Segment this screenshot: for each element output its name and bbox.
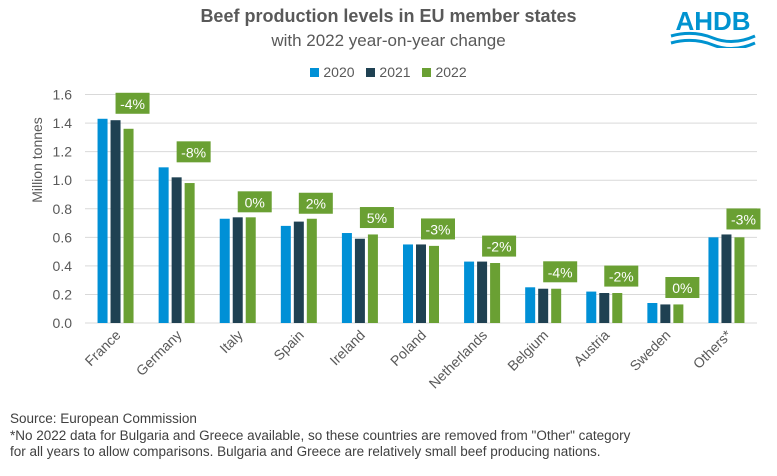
y-tick-label: 0.4 — [53, 258, 73, 274]
logo-text: AHDB — [675, 6, 750, 36]
bar-2021-sweden — [660, 304, 671, 323]
x-tick-label: Sweden — [626, 327, 673, 374]
bar-2021-austria — [599, 293, 610, 323]
bar-2020-france — [97, 118, 108, 323]
chart-title: Beef production levels in EU member stat… — [200, 6, 577, 26]
data-label-box — [359, 207, 394, 229]
y-tick-label: 0.0 — [53, 315, 73, 331]
legend-swatch — [422, 68, 432, 77]
bar-2020-sweden — [647, 303, 658, 323]
footnote-line-1: *No 2022 data for Bulgaria and Greece av… — [10, 427, 631, 443]
data-label: -3% — [426, 221, 451, 237]
bar-2020-poland — [403, 244, 413, 323]
footnote-line-2: for all years to allow comparisons. Bulg… — [10, 444, 601, 459]
chart-subtitle: with 2022 year-on-year change — [271, 31, 506, 50]
legend: 2020 2021 2022 — [0, 64, 777, 80]
bar-2020-ireland — [341, 233, 352, 323]
bar-2022-netherlands — [490, 263, 501, 323]
x-tick-label: France — [82, 327, 124, 369]
bar-2022-france — [123, 128, 134, 323]
data-label-box — [421, 218, 455, 240]
data-label-box — [237, 191, 272, 213]
bar-2020-netherlands — [464, 261, 475, 323]
bar-2020-germany — [158, 167, 169, 323]
legend-item-2021: 2021 — [366, 64, 411, 80]
data-label: 5% — [367, 210, 387, 226]
legend-label: 2022 — [435, 64, 467, 80]
bar-2022-ireland — [367, 234, 378, 323]
y-tick-label: 1.4 — [53, 115, 73, 131]
bar-2022-italy — [245, 217, 256, 323]
data-label-box — [176, 141, 211, 163]
x-tick-label: Italy — [216, 327, 245, 356]
data-label-box — [665, 277, 700, 299]
data-label-box — [482, 235, 517, 257]
data-label: -8% — [181, 144, 206, 160]
bar-2022-poland — [429, 245, 439, 323]
bar-2021-ireland — [354, 238, 365, 323]
bar-2020-belgium — [525, 287, 536, 323]
data-label: -2% — [487, 239, 512, 255]
x-tick-label: Netherlands — [426, 327, 491, 392]
ahdb-logo: AHDB — [663, 4, 763, 53]
legend-swatch — [310, 68, 320, 77]
y-tick-label: 0.6 — [53, 229, 73, 245]
data-label: 0% — [245, 194, 265, 210]
bar-2021-poland — [416, 244, 426, 323]
data-label-box — [604, 265, 639, 287]
y-tick-label: 1.6 — [53, 87, 73, 103]
y-axis-label: Million tonnes — [29, 117, 45, 203]
data-label: -4% — [548, 264, 573, 280]
x-tick-label: Austria — [570, 327, 612, 369]
source-text: Source: European Commission — [10, 411, 197, 426]
bar-2022-germany — [184, 183, 195, 323]
x-tick-label: Poland — [387, 327, 429, 369]
data-label-box — [726, 208, 761, 230]
bar-2021-germany — [171, 177, 182, 323]
bar-2020-spain — [280, 225, 291, 323]
data-label: 2% — [306, 196, 326, 212]
bar-2020-others — [708, 237, 719, 323]
data-label-box — [115, 92, 150, 114]
bar-2022-spain — [306, 218, 317, 323]
y-tick-label: 0.8 — [53, 201, 73, 217]
data-label: -3% — [731, 211, 756, 227]
bar-2021-netherlands — [477, 261, 488, 323]
y-tick-label: 1.2 — [53, 144, 73, 160]
data-label: -4% — [120, 96, 145, 112]
bar-2021-belgium — [538, 288, 549, 323]
y-tick-label: 1.0 — [53, 172, 73, 188]
footer: Source: European Commission *No 2022 dat… — [10, 411, 630, 461]
data-label: 0% — [672, 280, 692, 296]
data-label-box — [298, 192, 333, 214]
x-tick-label: Germany — [133, 327, 185, 379]
bar-2022-sweden — [673, 304, 684, 323]
bar-2022-belgium — [551, 288, 562, 323]
legend-label: 2020 — [323, 64, 355, 80]
bar-2020-austria — [586, 291, 597, 323]
x-tick-label: Ireland — [326, 327, 368, 369]
x-tick-label: Others* — [690, 326, 735, 371]
legend-item-2020: 2020 — [310, 64, 355, 80]
data-label-box — [543, 261, 578, 283]
bar-2021-others — [721, 234, 732, 323]
bar-2021-france — [110, 120, 121, 323]
legend-label: 2021 — [379, 64, 411, 80]
bar-2022-austria — [612, 293, 623, 323]
bar-2021-spain — [293, 221, 304, 323]
legend-swatch — [366, 68, 376, 77]
data-label: -2% — [609, 269, 634, 285]
legend-item-2022: 2022 — [422, 64, 467, 80]
bar-2021-italy — [232, 217, 243, 323]
bar-2020-italy — [219, 218, 230, 323]
bar-2022-others — [734, 237, 745, 323]
bar-chart: Million tonnes 0.0 0.2 0.4 0.6 0.8 1.0 1.2 1.4 1… — [29, 87, 761, 392]
x-tick-label: Belgium — [504, 327, 551, 374]
y-tick-label: 0.2 — [53, 286, 73, 302]
x-tick-label: Spain — [270, 327, 307, 364]
